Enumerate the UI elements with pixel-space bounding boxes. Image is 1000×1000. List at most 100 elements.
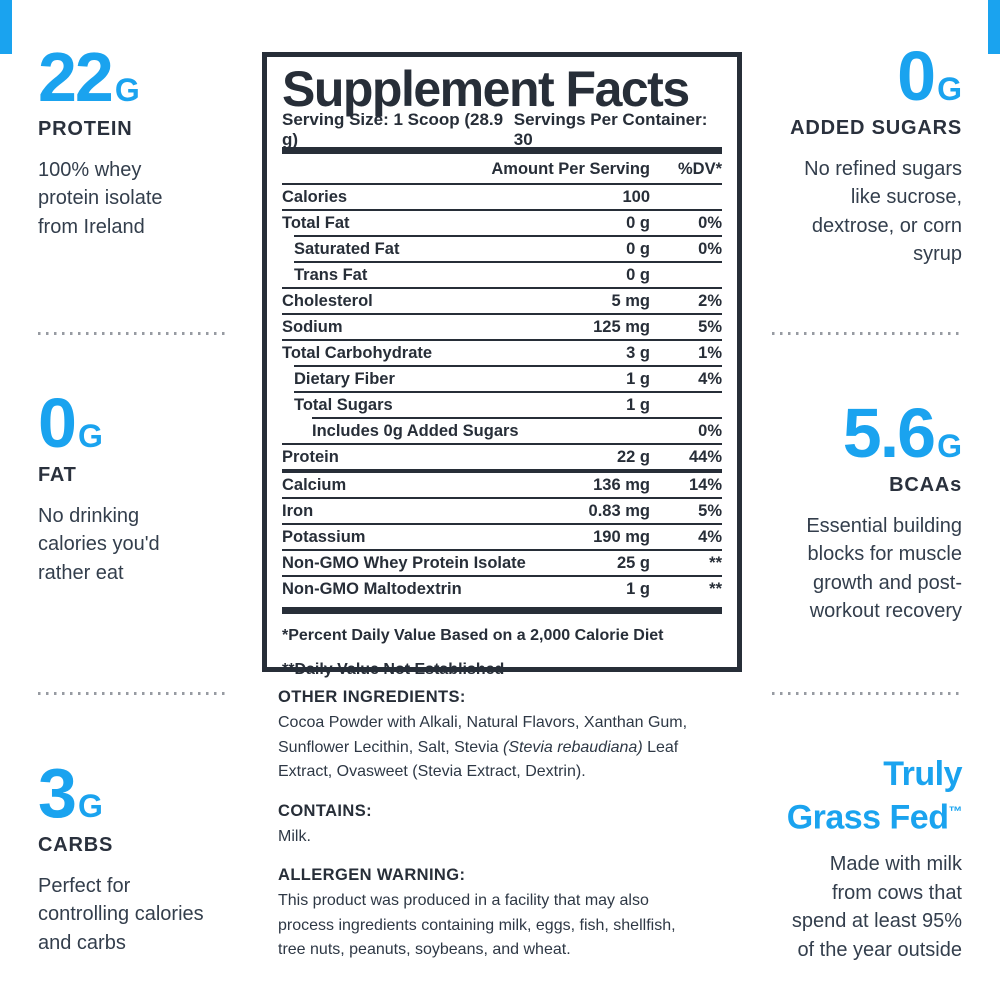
fat-desc: No drinking calories you'd rather eat [38, 504, 160, 584]
facts-row: Cholesterol 5 mg 2% [282, 287, 722, 313]
facts-row-dv: ** [709, 553, 722, 572]
other-ingredients-heading: OTHER INGREDIENTS: [278, 688, 466, 706]
added-sugars-grams: 0 G [758, 37, 962, 115]
facts-row-label: Sodium [282, 317, 343, 336]
allergen-warning-body: This product was produced in a facility … [278, 892, 676, 958]
allergen-warning-heading: ALLERGEN WARNING: [278, 866, 466, 884]
facts-row-label: Includes 0g Added Sugars [312, 421, 519, 440]
thick-rule [282, 147, 722, 154]
facts-row-amount: 136 mg [593, 475, 650, 494]
facts-row-dv: 0% [698, 421, 722, 440]
other-ingredients-latin-name: (Stevia rebaudiana) [503, 738, 643, 756]
added-sugars-label: ADDED SUGARS [790, 116, 962, 139]
facts-row-amount: 0 g [626, 213, 650, 232]
facts-row-amount: 0.83 mg [588, 501, 650, 520]
facts-row: Includes 0g Added Sugars 0% [312, 417, 722, 443]
other-ingredients-line1: Cocoa Powder with Alkali, Natural Flavor… [278, 714, 688, 731]
facts-column-headers: Amount Per Serving %DV* [282, 154, 722, 183]
facts-row: Saturated Fat 0 g 0% [294, 235, 722, 261]
facts-row: Calories 100 [282, 183, 722, 209]
facts-row: Trans Fat 0 g [294, 261, 722, 287]
facts-row-dv: 1% [698, 343, 722, 362]
added-sugars-grams-value: 0 [897, 37, 936, 115]
other-ingredients-body: Cocoa Powder with Alkali, Natural Flavor… [278, 711, 740, 785]
dotted-divider [38, 692, 228, 695]
facts-row-amount: 0 g [626, 265, 650, 284]
other-ingredients-line3: Extract, Ovasweet (Stevia Extract, Dextr… [278, 763, 586, 780]
bcaas-grams-unit: G [937, 428, 962, 464]
callout-protein: 22 G PROTEIN 100% whey protein isolate f… [38, 38, 243, 241]
facts-row-amount: 0 g [626, 239, 650, 258]
facts-row-dv: ** [709, 579, 722, 598]
facts-row-amount: 3 g [626, 343, 650, 362]
amount-per-serving-header: Amount Per Serving [491, 159, 650, 178]
dotted-divider [38, 332, 228, 335]
fat-grams-unit: G [77, 418, 103, 454]
facts-row-label: Total Carbohydrate [282, 343, 433, 362]
contains-body: Milk. [278, 827, 311, 845]
facts-row-dv: 5% [698, 501, 722, 520]
serving-info-row: Serving Size: 1 Scoop (28.9 g) Servings … [282, 110, 722, 149]
bcaas-grams: 5.6 G [758, 398, 962, 468]
trademark-symbol: ™ [948, 803, 963, 819]
facts-row-amount: 1 g [626, 369, 650, 388]
facts-row-amount: 100 [622, 187, 650, 206]
facts-row-dv: 0% [698, 239, 722, 258]
dotted-divider [772, 692, 962, 695]
carbs-label: CARBS [38, 833, 114, 856]
servings-per-container: Servings Per Container: 30 [513, 110, 708, 149]
carbs-grams-value: 3 [38, 754, 77, 832]
callout-bcaas: 5.6 G BCAAs Essential building blocks fo… [758, 398, 962, 626]
facts-row-dv: 44% [688, 447, 722, 466]
facts-row-dv: 5% [698, 317, 722, 336]
facts-row-label: Potassium [282, 527, 366, 546]
protein-grams: 22 G [38, 38, 243, 116]
facts-row-amount: 22 g [616, 447, 650, 466]
added-sugars-desc: No refined sugars like sucrose, dextrose… [804, 157, 962, 266]
facts-row-amount: 25 g [616, 553, 650, 572]
facts-row: Iron 0.83 mg 5% [282, 497, 722, 523]
facts-row: Potassium 190 mg 4% [282, 523, 722, 549]
facts-row-amount: 190 mg [593, 527, 650, 546]
facts-row-label: Trans Fat [294, 265, 368, 284]
facts-row-label: Cholesterol [282, 291, 373, 310]
facts-row-label: Protein [282, 447, 339, 466]
footnote-dv-not-established: **Daily Value Not Established [282, 661, 505, 678]
dotted-divider [772, 332, 962, 335]
facts-row-label: Iron [282, 501, 314, 520]
fat-grams-value: 0 [38, 384, 77, 462]
contains-block: CONTAINS: Milk. [278, 802, 740, 850]
facts-row-label: Non-GMO Whey Protein Isolate [282, 553, 526, 572]
protein-label: PROTEIN [38, 117, 133, 140]
truly-grass-fed-desc: Made with milk from cows that spend at l… [791, 853, 962, 961]
footnote-percent-dv: *Percent Daily Value Based on a 2,000 Ca… [282, 627, 664, 644]
facts-row-dv: 14% [688, 475, 722, 494]
facts-row: Sodium 125 mg 5% [282, 313, 722, 339]
contains-heading: CONTAINS: [278, 801, 373, 820]
facts-row: Total Carbohydrate 3 g 1% [282, 339, 722, 365]
facts-row-label: Total Sugars [294, 395, 393, 414]
protein-grams-unit: G [114, 72, 140, 108]
facts-row-label: Calcium [282, 475, 347, 494]
thick-rule [282, 607, 722, 614]
facts-row-amount: 1 g [626, 395, 650, 414]
percent-dv-header: %DV* [677, 159, 722, 178]
callout-added-sugars: 0 G ADDED SUGARS No refined sugars like … [758, 37, 962, 269]
serving-size: Serving Size: 1 Scoop (28.9 g) [282, 110, 504, 149]
facts-row: Dietary Fiber 1 g 4% [294, 365, 722, 391]
facts-rows: Calories 100 Total Fat 0 g 0% Saturated Fat 0 … [282, 183, 722, 601]
facts-row: Total Sugars 1 g [294, 391, 722, 417]
supplement-facts-panel: Supplement Facts Serving Size: 1 Scoop (… [262, 52, 742, 678]
callout-carbs: 3 G CARBS Perfect for controlling calori… [38, 754, 253, 957]
carbs-grams-unit: G [77, 788, 103, 824]
callout-fat: 0 G FAT No drinking calories you'd rathe… [38, 384, 243, 587]
other-ingredients-line2-post: Leaf [642, 738, 679, 756]
fat-grams: 0 G [38, 384, 243, 462]
truly-grass-fed-line2: Grass Fed [786, 798, 949, 837]
facts-row-dv: 0% [698, 213, 722, 232]
added-sugars-grams-unit: G [937, 71, 962, 107]
facts-row-label: Dietary Fiber [294, 369, 395, 388]
facts-row-dv: 4% [698, 527, 722, 546]
protein-grams-value: 22 [38, 38, 114, 116]
